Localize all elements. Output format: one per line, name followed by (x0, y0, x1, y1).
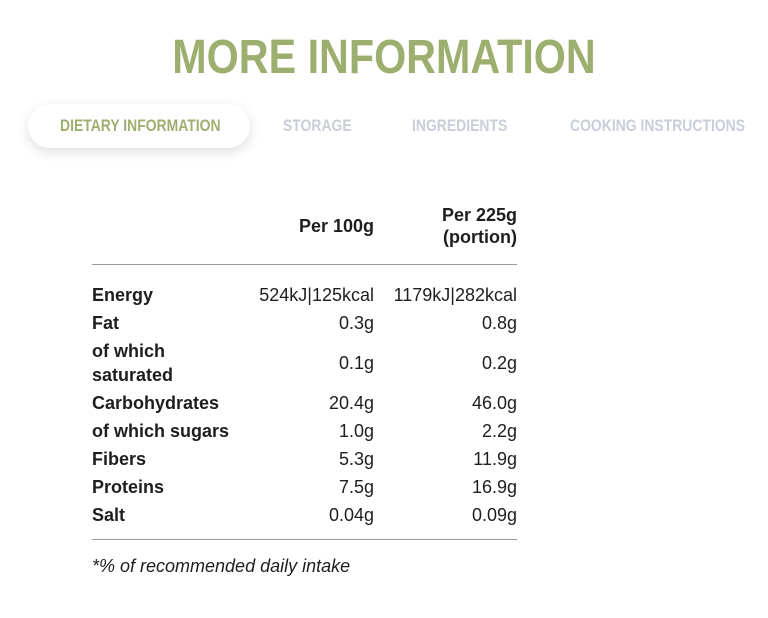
value-per-100g: 20.4g (328, 393, 374, 413)
value-per-225g: 1179kJ|282kcal (393, 285, 517, 305)
tab-bar: DIETARY INFORMATION STORAGE INGREDIENTS … (0, 104, 768, 152)
tab-dietary-information-label: DIETARY INFORMATION (60, 116, 221, 135)
nutrition-table-header: Per 100g Per 225g (portion) (92, 196, 517, 265)
row-label: Carbohydrates (92, 393, 220, 413)
value-per-225g: 11.9g (473, 449, 517, 469)
value-per-225g: 2.2g (481, 421, 517, 441)
page-title: MORE INFORMATION (172, 31, 596, 84)
column-header-per-225g: Per 225g (portion) (441, 205, 517, 247)
row-label: Proteins (92, 477, 165, 497)
nutrition-rows: Energy 524kJ|125kcal 1179kJ|282kcal Fat … (92, 265, 517, 540)
tab-storage-label: STORAGE (283, 116, 352, 135)
value-per-225g: 0.2g (481, 353, 517, 373)
table-row: Salt 0.04g 0.09g (92, 501, 517, 529)
tab-ingredients[interactable]: INGREDIENTS (412, 104, 528, 148)
value-per-100g: 0.04g (328, 505, 374, 525)
value-per-225g: 0.8g (481, 313, 517, 333)
value-per-225g: 46.0g (471, 393, 517, 413)
value-per-100g: 1.0g (338, 421, 374, 441)
column-header-per-100g: Per 100g (298, 216, 374, 236)
row-label: Salt (92, 505, 126, 525)
value-per-100g: 0.3g (338, 313, 374, 333)
table-row: Fat 0.3g 0.8g (92, 309, 517, 337)
footnote: *% of recommended daily intake (92, 556, 351, 576)
table-row: of which saturated 0.1g 0.2g (92, 337, 517, 389)
tab-storage[interactable]: STORAGE (283, 104, 367, 148)
nutrition-table: Per 100g Per 225g (portion) Energy 524kJ… (92, 196, 517, 540)
value-per-100g: 524kJ|125kcal (259, 285, 374, 305)
value-per-100g: 7.5g (338, 477, 374, 497)
tab-dietary-information[interactable]: DIETARY INFORMATION (28, 104, 250, 148)
table-row: Fibers 5.3g 11.9g (92, 445, 517, 473)
value-per-225g: 16.9g (471, 477, 517, 497)
table-row: Energy 524kJ|125kcal 1179kJ|282kcal (92, 281, 517, 309)
row-label: of which sugars (92, 421, 230, 441)
value-per-225g: 0.09g (471, 505, 517, 525)
row-label: Fibers (92, 449, 147, 469)
tab-ingredients-label: INGREDIENTS (412, 116, 508, 135)
table-row: Carbohydrates 20.4g 46.0g (92, 389, 517, 417)
row-label: of which saturated (92, 341, 174, 385)
value-per-100g: 5.3g (338, 449, 374, 469)
value-per-100g: 0.1g (338, 353, 374, 373)
table-row: Proteins 7.5g 16.9g (92, 473, 517, 501)
table-row: of which sugars 1.0g 2.2g (92, 417, 517, 445)
row-label: Fat (92, 313, 119, 333)
tab-cooking-instructions-label: COOKING INSTRUCTIONS (570, 116, 746, 135)
tab-cooking-instructions[interactable]: COOKING INSTRUCTIONS (570, 104, 768, 148)
row-label: Energy (92, 285, 154, 305)
